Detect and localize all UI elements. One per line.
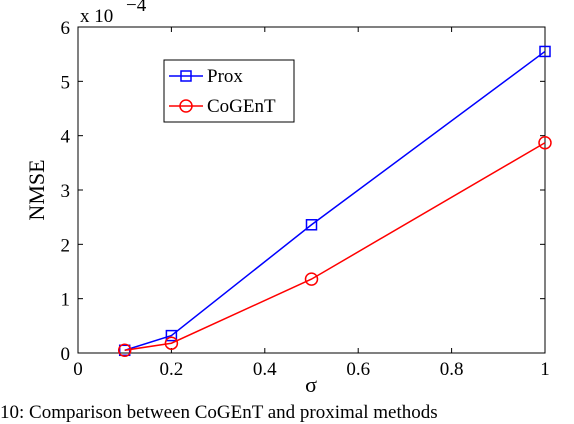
y-tick-label: 6 (61, 18, 71, 39)
x-tick-label: 0.2 (160, 359, 184, 380)
x-tick-label: 0.6 (346, 359, 370, 380)
y-tick-label: 3 (61, 181, 71, 202)
y-axis-label: NMSE (24, 159, 49, 220)
legend-label-prox: Prox (207, 66, 243, 87)
y-axis: 0 1 2 3 4 5 6 (61, 18, 545, 365)
x-tick-label: 0 (73, 359, 83, 380)
y-multiplier-exponent: −4 (126, 0, 147, 16)
x-axis: 0 0.2 0.4 0.6 0.8 1 (73, 27, 550, 380)
x-tick-label: 0.8 (440, 359, 464, 380)
y-multiplier-base: x 10 (80, 6, 113, 27)
chart-svg: 0 0.2 0.4 0.6 0.8 1 0 1 2 3 4 5 6 x 10 −4 σ NMSE Pr… (24, 0, 552, 397)
series-layer (117, 45, 552, 358)
series-line-cogent (124, 142, 546, 352)
plot-area (77, 26, 546, 354)
data-point-cogent (117, 343, 132, 358)
data-point-cogent (164, 336, 179, 350)
y-tick-label: 1 (61, 290, 71, 311)
legend-label-cogent: CoGEnT (207, 96, 276, 117)
data-point-prox (539, 45, 551, 58)
legend-marker-cogent (179, 99, 193, 113)
x-axis-label: σ (305, 372, 317, 397)
data-point-cogent (304, 272, 319, 286)
y-tick-label: 2 (61, 235, 71, 256)
series-line-prox (124, 50, 546, 351)
y-tick-label: 5 (61, 72, 71, 93)
legend-marker-prox (180, 70, 192, 82)
data-point-cogent (538, 135, 552, 150)
legend: Prox CoGEnT (163, 59, 295, 123)
y-tick-label: 4 (61, 127, 71, 148)
y-tick-label: 0 (61, 344, 71, 365)
figure-caption: 10: Comparison between CoGEnT and proxim… (0, 402, 438, 423)
data-point-prox (305, 219, 318, 231)
data-point-prox (165, 329, 178, 342)
x-tick-label: 0.4 (253, 359, 277, 380)
x-tick-label: 1 (540, 359, 550, 380)
